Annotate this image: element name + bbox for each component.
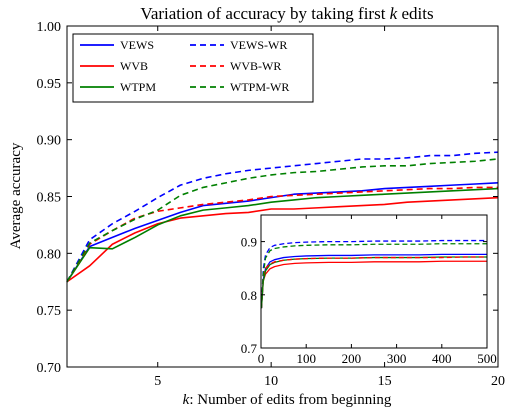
legend-label-wvb-wr: WVB-WR (230, 59, 281, 73)
inset-axis-ticks: 0.7 0.8 0.9 0 100 200 300 400 500 (241, 215, 497, 366)
inset-x-tick-label: 100 (296, 351, 316, 366)
inset-y-tick-label: 0.9 (241, 235, 257, 250)
chart-title: Variation of accuracy by taking first k … (140, 4, 433, 23)
title-prefix: Variation of accuracy by taking first (140, 4, 389, 23)
x-axis-label-rest: : Number of edits from beginning (189, 392, 392, 408)
series-line-wtpm-wr (260, 243, 487, 309)
series-line-wtpm (260, 256, 487, 309)
legend-label-wtpm-wr: WTPM-WR (230, 80, 289, 94)
legend-label-vews: VEWS (120, 38, 154, 52)
x-axis-label: k: Number of edits from beginning (183, 392, 392, 408)
series-line-vews-wr (260, 239, 487, 309)
inset-x-tick-label: 300 (387, 351, 407, 366)
x-tick-label: 5 (154, 374, 161, 389)
y-tick-label: 0.90 (37, 134, 62, 149)
series-line-wtpm-wr (66, 158, 499, 283)
legend: VEWS WVB WTPM VEWS-WR WVB-WR WTPM-WR (72, 33, 314, 103)
y-tick-label: 1.00 (37, 20, 62, 35)
series-line-wtpm (66, 187, 499, 283)
y-tick-label: 0.80 (37, 247, 62, 262)
inset-x-tick-label: 500 (477, 351, 497, 366)
y-tick-label: 0.75 (37, 304, 62, 319)
legend-label-wtpm: WTPM (120, 80, 156, 94)
x-tick-label: 15 (378, 374, 392, 389)
main-axis-ticks: 0.700.750.800.850.900.951.005 10 15 20 (37, 20, 506, 389)
title-suffix: edits (397, 4, 433, 23)
y-tick-label: 0.70 (37, 361, 62, 376)
inset-plot-lines (260, 239, 487, 309)
legend-label-wvb: WVB (120, 59, 148, 73)
title-var: k (390, 4, 398, 23)
inset-x-tick-label: 200 (342, 351, 362, 366)
inset-y-tick-label: 0.8 (241, 288, 257, 303)
inset-y-tick-label: 0.7 (241, 341, 258, 356)
series-line-vews-wr (66, 151, 499, 283)
legend-label-vews-wr: VEWS-WR (230, 38, 287, 52)
y-axis-label: Average accuracy (8, 142, 24, 249)
series-line-wvb-wr (260, 256, 487, 309)
x-tick-label: 10 (264, 374, 278, 389)
series-line-wvb (66, 196, 499, 283)
x-tick-label: 20 (491, 374, 505, 389)
y-tick-label: 0.85 (37, 191, 62, 206)
series-line-wvb (260, 260, 487, 309)
inset-frame (260, 214, 488, 349)
inset-chart: 0.7 0.8 0.9 0 100 200 300 400 500 (241, 214, 497, 366)
x-axis-label-var: k (183, 392, 190, 408)
inset-background (261, 215, 487, 348)
main-plot-lines (66, 151, 499, 283)
inset-x-tick-label: 400 (432, 351, 452, 366)
y-tick-label: 0.95 (37, 77, 62, 92)
inset-x-tick-label: 0 (258, 351, 265, 366)
